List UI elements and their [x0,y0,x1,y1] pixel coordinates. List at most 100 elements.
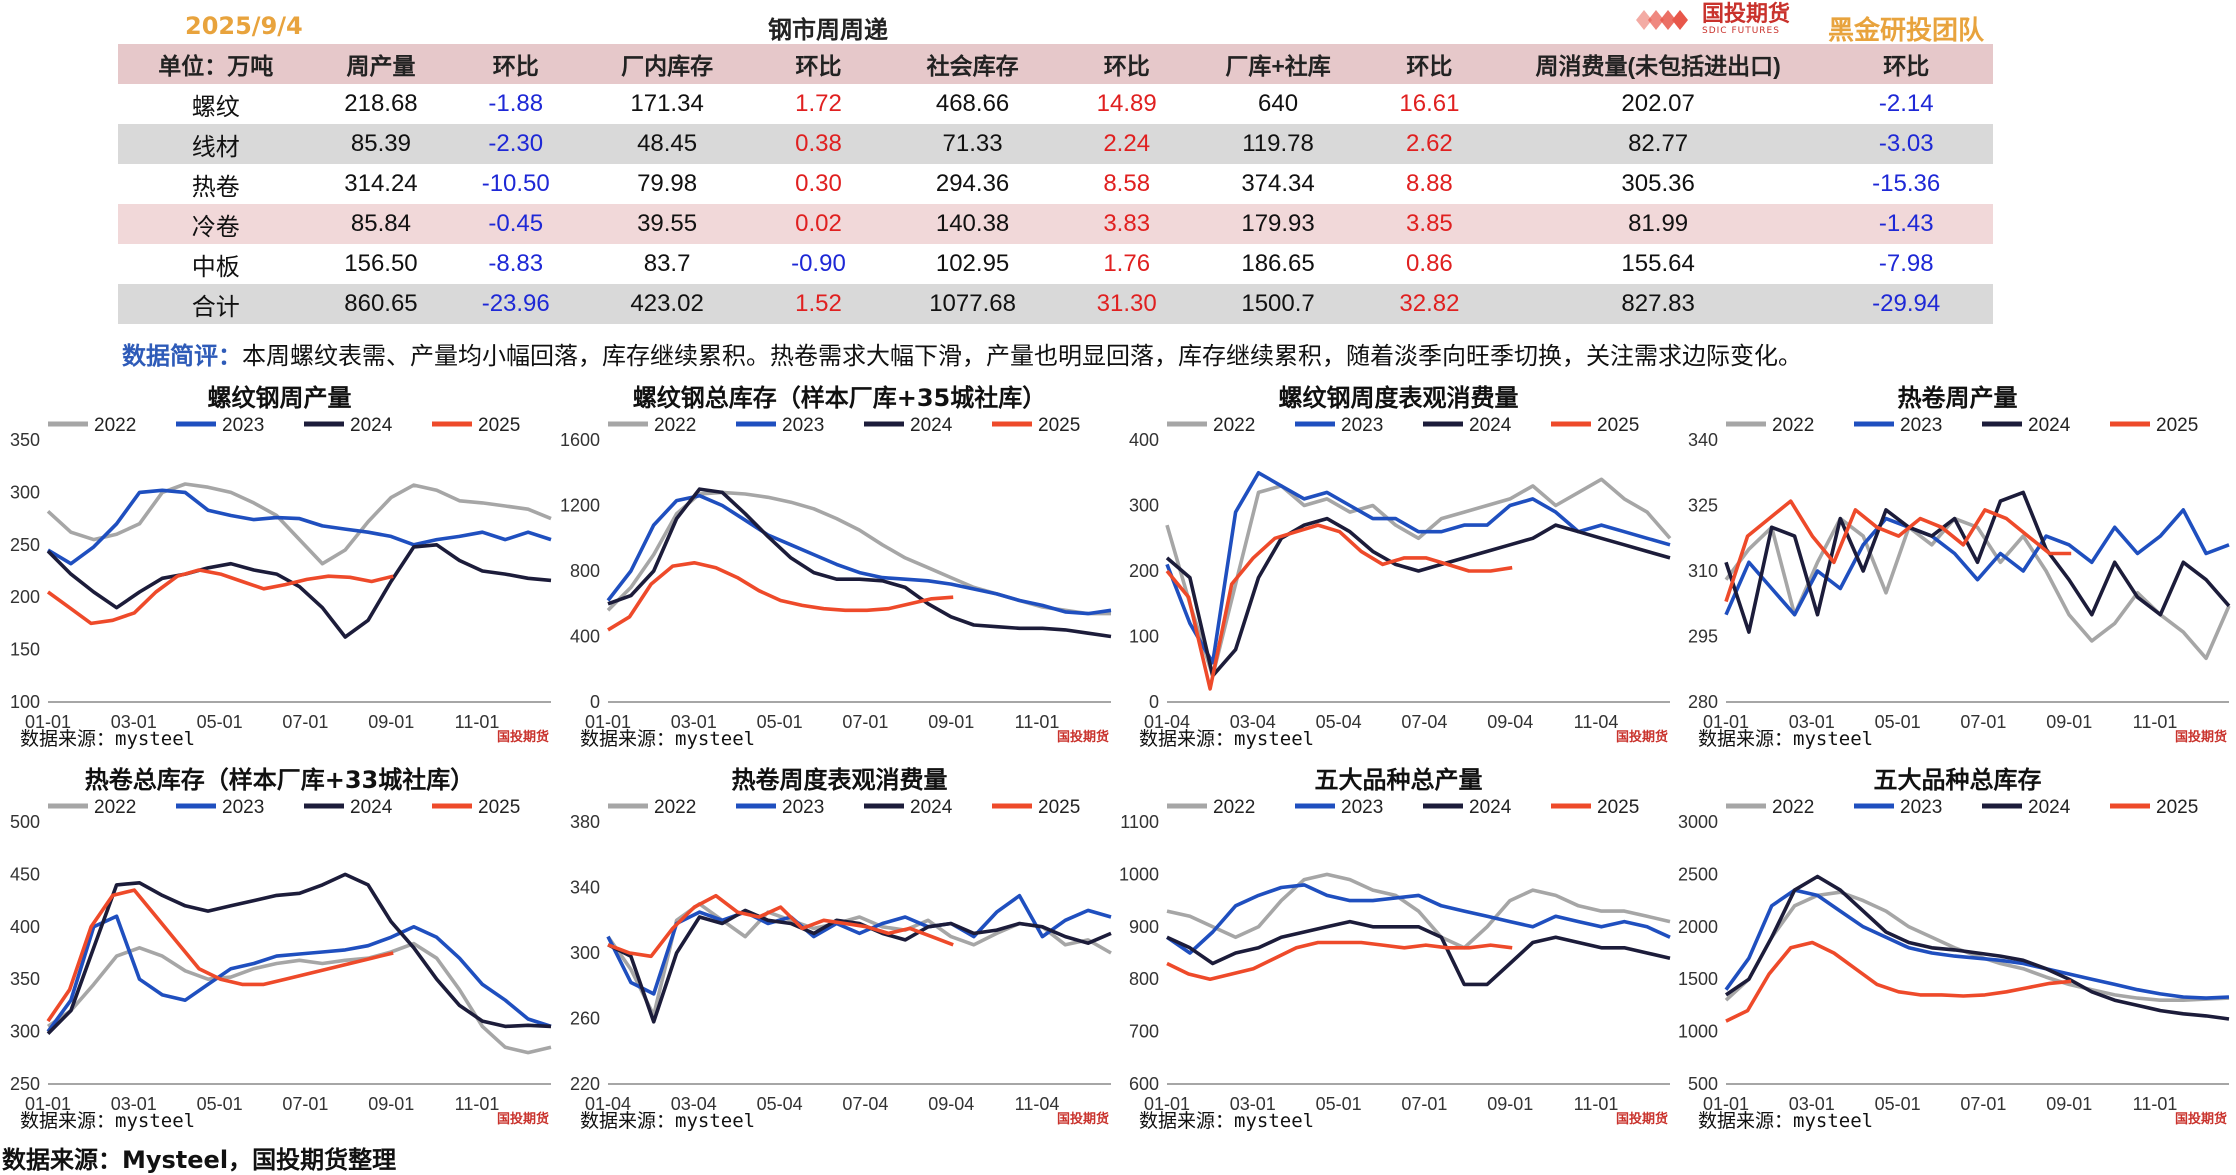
x-tick-label: 07-04 [1401,712,1447,732]
table-header-cell: 厂内库存 [583,44,752,84]
series-line-2024 [607,487,1112,639]
table-cell: 48.45 [583,124,752,164]
table-cell: -3.03 [1819,124,1993,164]
chart-panel: 螺纹钢总库存（样本厂库+35城社库） 2022 2023 2024 2025 0 400 80… [560,376,1119,754]
y-tick-label: 310 [1688,561,1718,581]
legend-label: 2022 [654,797,696,818]
chart-title: 热卷周产量 [1897,384,2018,412]
chart-svg: 2022 2023 2024 2025 0 100 200 300 400 01-04 03-04 0… [1129,415,1672,732]
chart-watermark-logo: 国投期货 [2174,1112,2227,1127]
table-cell: 85.84 [313,204,449,244]
legend-label: 2023 [222,415,264,436]
y-tick-label: 1000 [1119,864,1159,884]
team-name: 黑金研投团队 [1828,16,1985,46]
series-line-2022 [46,941,552,1055]
table-cell: -2.30 [448,124,584,164]
chart-watermark-logo: 国投期货 [2174,730,2227,745]
table-cell: 1.52 [751,284,886,324]
chart-panel: 五大品种总产量 2022 2023 2024 2025 600 700 800 900 1000 1… [1119,758,1678,1136]
x-tick-label: 01-01 [25,712,71,732]
table-row-label: 螺纹 [191,93,240,121]
legend-label: 2023 [782,797,824,818]
chart-svg: 2022 2023 2024 2025 100 150 200 250 300 350 01-01 0… [10,415,552,732]
table-row: 线材 85.39 -2.30 48.45 0.38 71.33 2.24 119.78 2.62… [118,124,1993,164]
table-cell: -29.94 [1819,284,1993,324]
table-cell: 860.65 [313,284,449,324]
series-line-2025 [46,568,394,626]
table-row: 螺纹 218.68 -1.88 171.34 1.72 468.66 14.89 640 16.… [118,84,1993,124]
y-tick-label: 150 [10,640,40,660]
table-header-cell: 周消费量(未包括进出口) [1496,44,1820,84]
table-cell: -1.43 [1819,204,1993,244]
table-cell: 14.89 [1096,90,1157,117]
x-tick-label: 11-01 [455,1094,500,1114]
series-line-2023 [46,914,552,1033]
series-line-2022 [1724,516,2231,661]
x-tick-label: 03-01 [671,712,717,732]
legend-label: 2022 [1213,415,1255,436]
table-header-cell: 环比 [1059,44,1195,84]
table-cell: 0.38 [751,124,886,164]
table-row: 中板 156.50 -8.83 83.7 -0.90 102.95 1.76 186.65 0.… [118,244,1993,284]
table-cell: 1500.7 [1194,284,1363,324]
table-cell: -10.50 [481,170,550,197]
legend-label: 2022 [94,415,136,436]
x-tick-label: 11-01 [2133,1094,2178,1114]
chart-source: 数据来源：mysteel [580,728,756,750]
table-header-cell: 环比 [751,44,886,84]
legend-label: 2023 [1341,415,1383,436]
report-date: 2025/9/4 [185,12,303,40]
series-line-2024 [607,908,1112,1024]
series-line-2023 [1165,471,1671,665]
table-row-label: 合计 [118,284,314,324]
table-cell: 374.34 [1241,170,1315,197]
y-tick-label: 2000 [1678,917,1718,937]
chart-watermark-logo: 国投期货 [1056,730,1109,745]
series-line-2022 [1165,477,1672,678]
x-tick-label: 01-04 [585,1094,631,1114]
table-cell: -8.83 [488,250,544,277]
chart-source: 数据来源：mysteel [20,1110,196,1132]
table-row: 合计 860.65 -23.96 423.02 1.52 1077.68 31.30 1500… [118,284,1993,324]
table-cell: 155.64 [1621,250,1695,277]
y-tick-label: 340 [570,878,600,898]
table-cell: 3.85 [1362,204,1497,244]
legend-label: 2025 [1038,415,1080,436]
y-tick-label: 450 [10,864,40,884]
x-tick-label: 09-01 [2046,1094,2092,1114]
series-line-2025 [607,561,954,632]
y-tick-label: 500 [1688,1074,1718,1094]
table-header-cell: 社会库存 [885,44,1060,84]
x-tick-label: 01-04 [1144,712,1190,732]
legend-label: 2024 [2028,797,2071,818]
legend-label: 2024 [910,415,953,436]
y-tick-label: 1200 [560,496,600,516]
chart-svg: 2022 2023 2024 2025 600 700 800 900 1000 1100 01-0… [1119,797,1671,1114]
chart-watermark-logo: 国投期货 [1615,1112,1668,1127]
x-tick-label: 01-01 [585,712,631,732]
footer-source: 数据来源：Mysteel，国投期货整理 [2,1146,397,1174]
y-tick-label: 600 [1129,1074,1159,1094]
series-line-2025 [607,893,954,959]
table-cell: 85.39 [313,124,449,164]
x-tick-label: 09-01 [368,712,414,732]
table-cell: 171.34 [630,90,704,117]
chart-source: 数据来源：mysteel [580,1110,756,1132]
data-comment: 数据简评：本周螺纹表需、产量均小幅回落，库存继续累积。热卷需求大幅下滑，产量也明… [122,336,1802,371]
series-line-2023 [1165,883,1671,955]
series-line-2024 [46,872,552,1035]
comment-label: 数据简评： [122,342,242,370]
legend-label: 2023 [782,415,824,436]
table-cell: 71.33 [885,124,1060,164]
legend-label: 2023 [222,797,264,818]
x-tick-label: 05-04 [757,1094,803,1114]
legend-label: 2023 [1900,415,1942,436]
x-tick-label: 09-01 [928,712,974,732]
x-tick-label: 01-01 [1703,1094,1749,1114]
chart-panel: 热卷周度表观消费量 2022 2023 2024 2025 220 260 300 340 380… [560,758,1119,1136]
y-tick-label: 100 [1129,627,1159,647]
legend-label: 2023 [1341,797,1383,818]
x-tick-label: 09-04 [928,1094,974,1114]
series-line-2023 [606,493,1112,616]
x-tick-label: 03-01 [1230,1094,1276,1114]
